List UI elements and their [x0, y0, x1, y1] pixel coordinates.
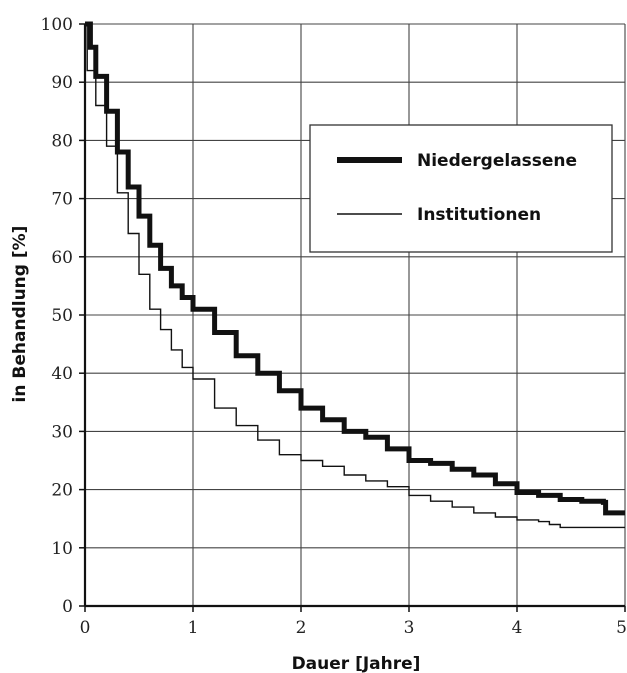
x-tick-label: 5 [616, 618, 627, 638]
y-tick-label: 60 [51, 248, 73, 268]
legend: Niedergelassene Institutionen [309, 124, 613, 253]
y-tick-label: 70 [51, 190, 73, 210]
series-line-institutionen [85, 23, 625, 529]
x-axis-title: Dauer [Jahre] [292, 654, 421, 673]
x-tick-label: 1 [188, 618, 199, 638]
legend-box [309, 124, 613, 253]
grid-lines [85, 23, 626, 606]
x-tick-label: 0 [80, 618, 91, 638]
y-tick-label: 100 [41, 15, 73, 35]
y-tick-label: 20 [51, 481, 73, 501]
legend-label-institutionen: Institutionen [417, 205, 541, 225]
y-tick-label: 40 [51, 364, 73, 384]
y-axis-title: in Behandlung [%] [10, 226, 30, 403]
y-tick-label: 90 [51, 73, 73, 93]
series-lines [85, 21, 625, 529]
x-tick-label: 3 [404, 618, 415, 638]
axes [79, 23, 626, 612]
x-tick-label: 2 [296, 618, 307, 638]
y-tick-label: 30 [51, 422, 73, 442]
y-tick-label: 50 [51, 306, 73, 326]
x-tick-label: 4 [512, 618, 523, 638]
legend-label-niedergelassene: Niedergelassene [417, 151, 577, 171]
y-tick-label: 0 [62, 597, 73, 617]
y-tick-label: 10 [51, 539, 73, 559]
tick-labels: 0 10 20 30 40 50 60 70 80 90 100 0 1 2 3 4 5 [41, 15, 627, 638]
y-tick-label: 80 [51, 131, 73, 151]
series-line-niedergelassene [85, 21, 625, 516]
